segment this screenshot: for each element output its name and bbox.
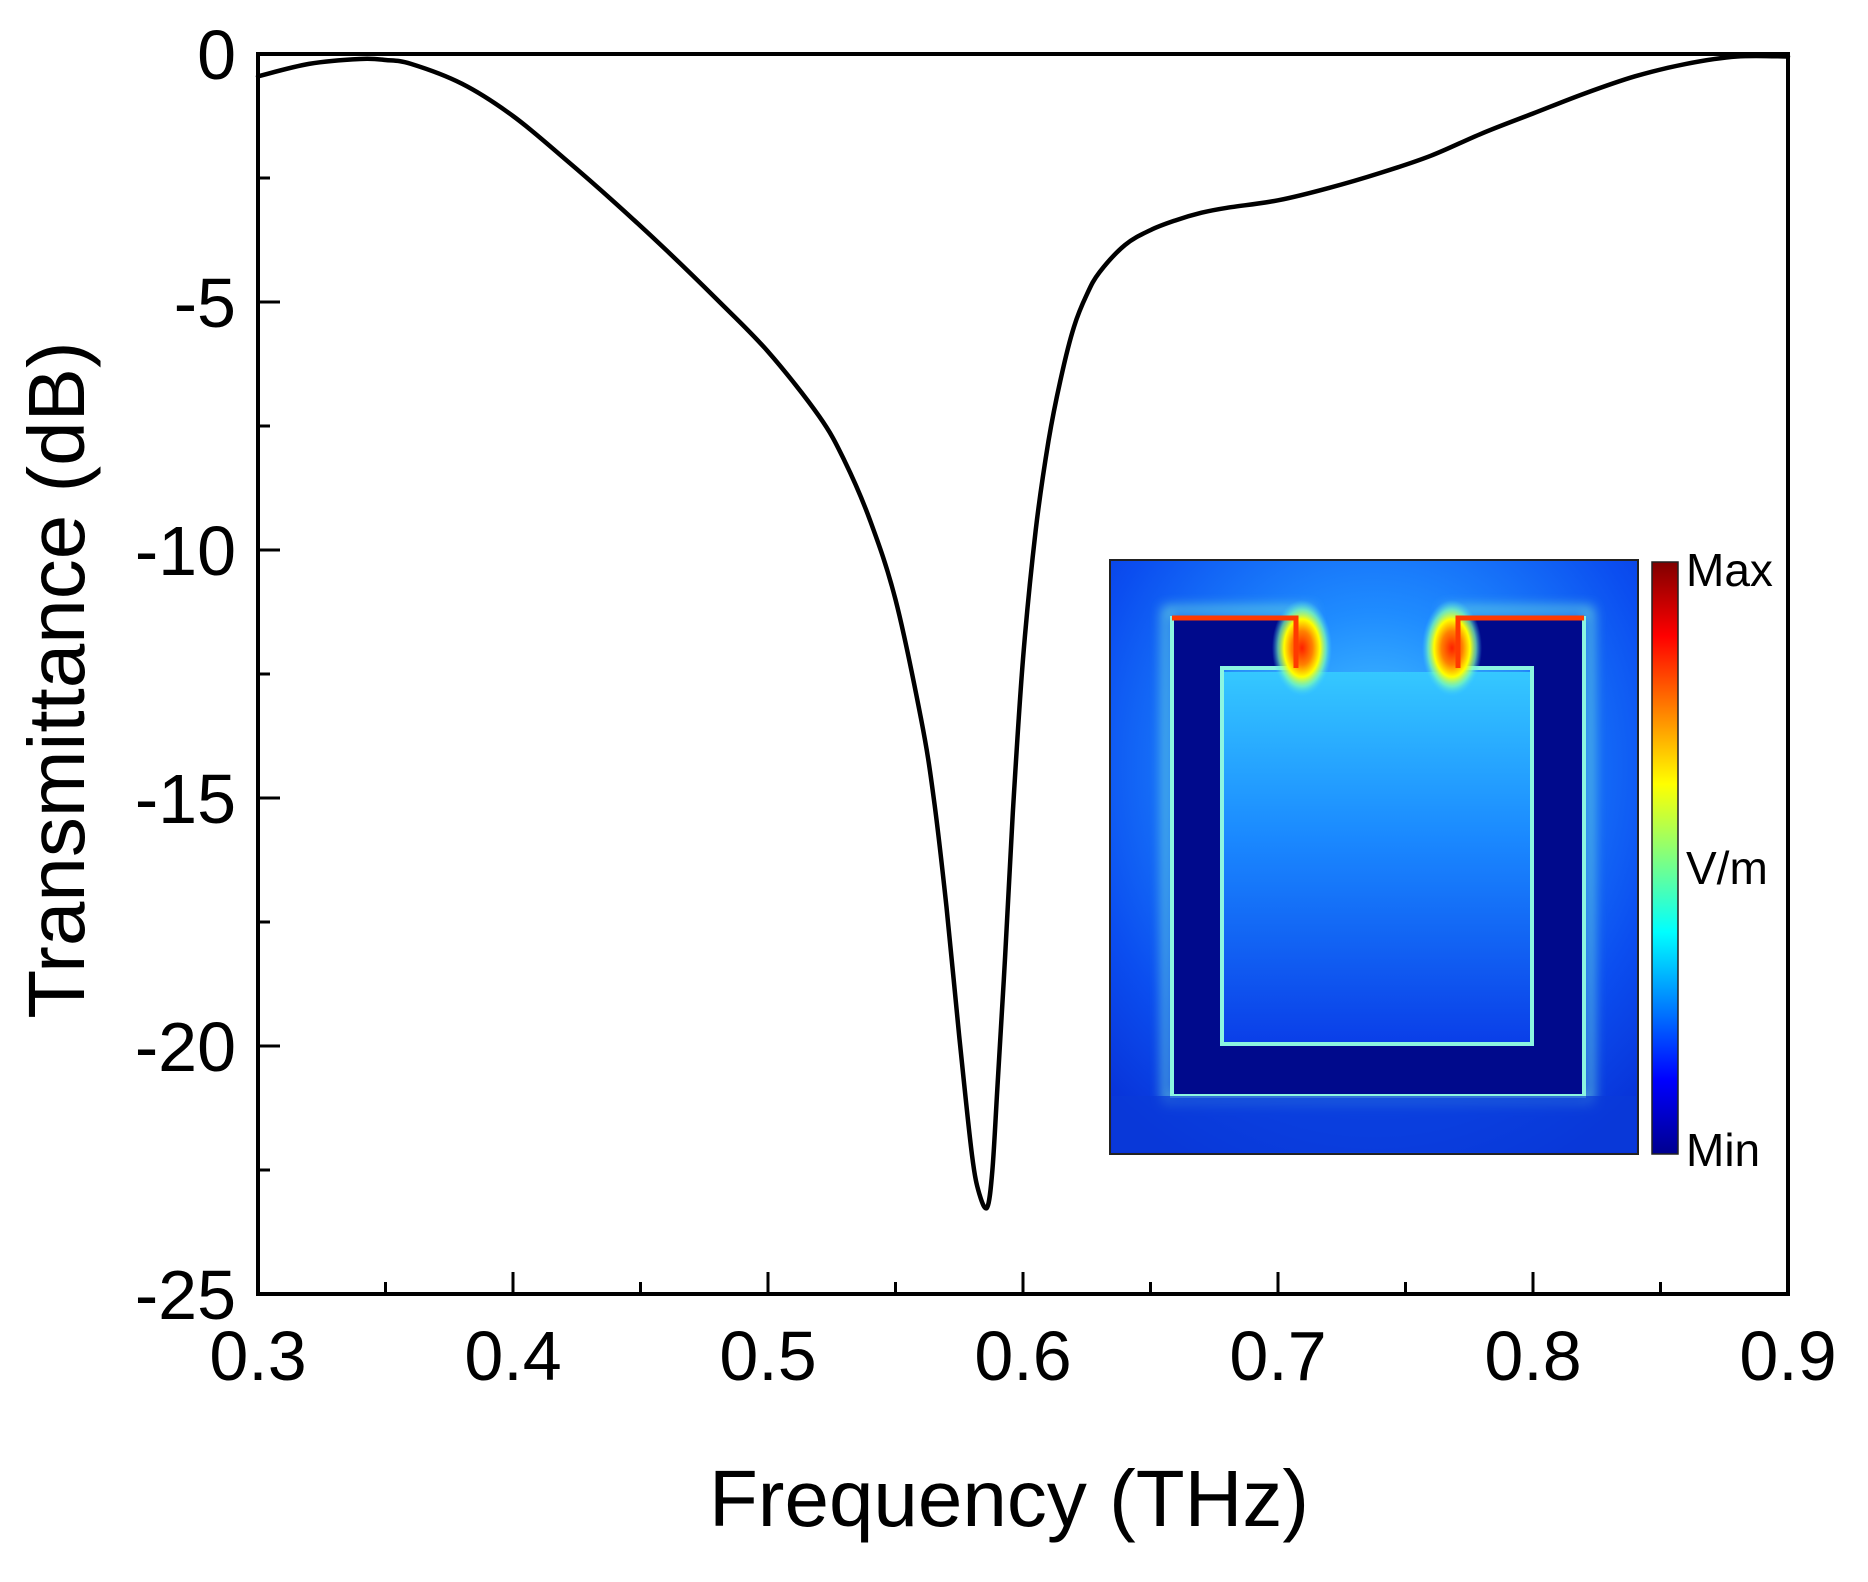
y-tick-label: -5 bbox=[174, 264, 236, 342]
hot-edge-right bbox=[1455, 615, 1584, 668]
hotspot-left bbox=[1272, 600, 1332, 696]
inner-region bbox=[1222, 672, 1532, 1044]
x-tick-label: 0.4 bbox=[464, 1317, 561, 1395]
colorbar-mid-label: V/m bbox=[1686, 842, 1768, 894]
series-line-transmittance bbox=[255, 53, 1791, 1211]
x-tick-label: 0.3 bbox=[209, 1317, 306, 1395]
x-tick-label: 0.9 bbox=[1739, 1317, 1836, 1395]
inset-bottom-band bbox=[1112, 1096, 1636, 1152]
x-tick-label: 0.6 bbox=[974, 1317, 1071, 1395]
x-tick-label: 0.8 bbox=[1484, 1317, 1581, 1395]
x-axis-label: Frequency (THz) bbox=[709, 1454, 1309, 1543]
x-axis: 0.3 0.4 0.5 0.6 0.7 0.8 0.9 bbox=[209, 1272, 1837, 1395]
x-tick-label: 0.5 bbox=[719, 1317, 816, 1395]
colorbar-max-label: Max bbox=[1686, 544, 1773, 596]
colorbar bbox=[1651, 561, 1679, 1155]
field-map-inset: Max V/m Min bbox=[1109, 544, 1773, 1176]
colorbar-min-label: Min bbox=[1686, 1124, 1760, 1176]
inset-border bbox=[1109, 559, 1639, 1155]
y-axis: 0 -5 -10 -15 -20 -25 bbox=[135, 16, 280, 1334]
hot-edge-left bbox=[1172, 615, 1299, 668]
hotspot-right bbox=[1422, 600, 1482, 696]
y-tick-label: -25 bbox=[135, 1256, 236, 1334]
y-tick-label: -20 bbox=[135, 1008, 236, 1086]
y-tick-label: 0 bbox=[197, 16, 236, 94]
y-tick-label: -15 bbox=[135, 760, 236, 838]
x-tick-label: 0.7 bbox=[1229, 1317, 1326, 1395]
y-tick-label: -10 bbox=[135, 512, 236, 590]
y-axis-label: Transmittance (dB) bbox=[12, 341, 101, 1018]
